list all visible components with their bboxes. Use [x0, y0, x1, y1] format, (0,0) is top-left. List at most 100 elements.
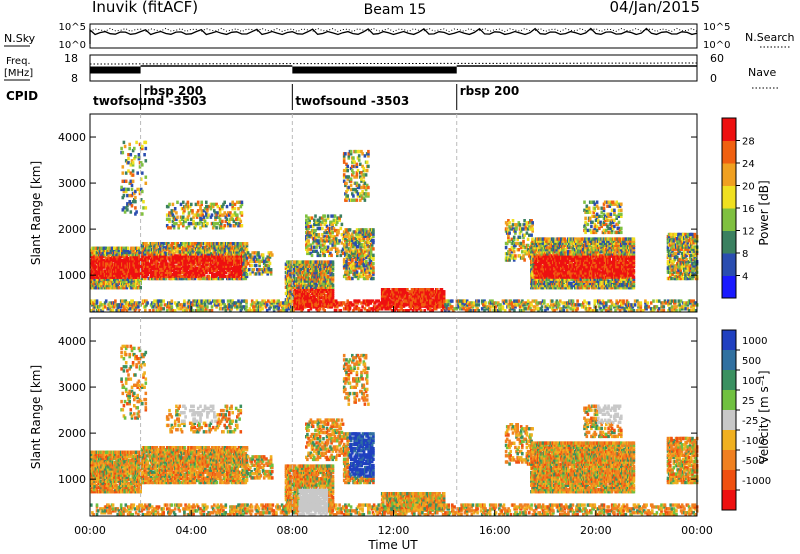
power-cell — [155, 258, 159, 262]
power-cell — [192, 272, 196, 277]
power-cell — [522, 227, 525, 231]
power-cell — [134, 254, 138, 259]
power-cell — [318, 253, 322, 258]
power-cell — [162, 260, 166, 264]
power-cell — [118, 273, 122, 277]
power-cell — [254, 272, 258, 276]
power-cell — [107, 273, 110, 277]
power-cell — [100, 267, 103, 271]
power-cell — [169, 264, 172, 268]
power-cell — [372, 262, 375, 266]
power-cell — [144, 276, 147, 281]
power-cell — [107, 254, 110, 259]
power-cell — [116, 269, 119, 273]
power-cell — [253, 255, 257, 259]
power-cell — [146, 250, 149, 254]
power-cell — [151, 264, 154, 268]
power-cell — [178, 256, 182, 260]
power-cell — [191, 248, 194, 252]
power-cell — [168, 246, 171, 250]
power-cell — [171, 256, 175, 260]
power-cell — [269, 268, 273, 272]
power-cell — [406, 288, 409, 292]
power-cell — [363, 168, 367, 173]
power-cell — [164, 258, 168, 262]
power-cell — [316, 251, 320, 256]
power-cell — [155, 260, 159, 264]
power-cell — [118, 279, 122, 284]
noise-right-tick-top: 10^5 — [703, 22, 730, 33]
power-cell — [410, 288, 414, 292]
power-cell — [125, 275, 129, 279]
power-cell — [109, 263, 113, 267]
power-cell — [361, 152, 364, 156]
power-cell — [136, 248, 139, 253]
power-cell — [137, 275, 140, 279]
power-cell — [192, 246, 196, 250]
power-cell — [508, 239, 511, 244]
power-cell — [194, 242, 198, 246]
power-cell — [324, 218, 328, 222]
power-cell — [159, 246, 162, 250]
power-cell — [147, 256, 151, 260]
power-cell — [107, 267, 110, 271]
power-cell — [113, 267, 116, 271]
power-cell — [353, 175, 356, 179]
power-cell — [130, 281, 133, 286]
power-cell — [360, 177, 363, 181]
power-cell — [254, 263, 258, 268]
power-cell — [508, 221, 511, 225]
power-cell — [123, 257, 126, 261]
power-cell — [174, 270, 177, 274]
power-cell — [246, 251, 250, 255]
power-cell — [307, 247, 310, 251]
power-cell — [122, 269, 125, 273]
power-cell — [351, 164, 354, 169]
power-cell — [108, 279, 111, 284]
power-cell — [184, 246, 188, 250]
power-cell — [337, 228, 340, 233]
power-cell — [511, 219, 515, 223]
power-cell — [129, 283, 132, 288]
power-cell — [252, 268, 256, 272]
power-cell — [183, 268, 186, 272]
power-cell — [147, 262, 151, 266]
power-cell — [194, 272, 198, 277]
power-cell — [163, 266, 167, 270]
power-cell — [531, 227, 534, 231]
power-cell — [363, 181, 367, 185]
power-cell — [505, 223, 509, 227]
power-cell — [98, 265, 101, 269]
power-cell — [151, 262, 154, 266]
power-cell — [525, 221, 529, 225]
power-cell — [181, 270, 184, 274]
power-cell — [94, 257, 98, 261]
power-cell — [349, 270, 353, 274]
power-cell — [307, 224, 310, 229]
power-cell — [100, 252, 103, 257]
power-cell — [331, 283, 335, 287]
power-cell — [337, 249, 340, 253]
power-cell — [144, 252, 147, 256]
power-cell — [94, 248, 98, 253]
power-cell — [348, 228, 352, 232]
power-cell — [345, 249, 348, 253]
power-cell — [190, 250, 193, 254]
power-cell — [367, 240, 370, 245]
power-cell — [352, 194, 355, 198]
power-cell — [354, 149, 357, 154]
power-cell — [295, 289, 298, 294]
power-cell — [126, 248, 130, 253]
power-cell — [161, 258, 164, 262]
power-cell — [126, 246, 130, 250]
power-cell — [338, 239, 341, 243]
power-cell — [363, 154, 367, 158]
power-cell — [109, 259, 113, 263]
power-cell — [167, 242, 170, 246]
power-cell — [353, 160, 356, 164]
power-cell — [149, 268, 153, 272]
power-cell — [136, 263, 139, 267]
power-cell — [193, 264, 197, 268]
power-cell — [104, 246, 108, 250]
noise-left-tick-top: 10^5 — [59, 22, 86, 33]
